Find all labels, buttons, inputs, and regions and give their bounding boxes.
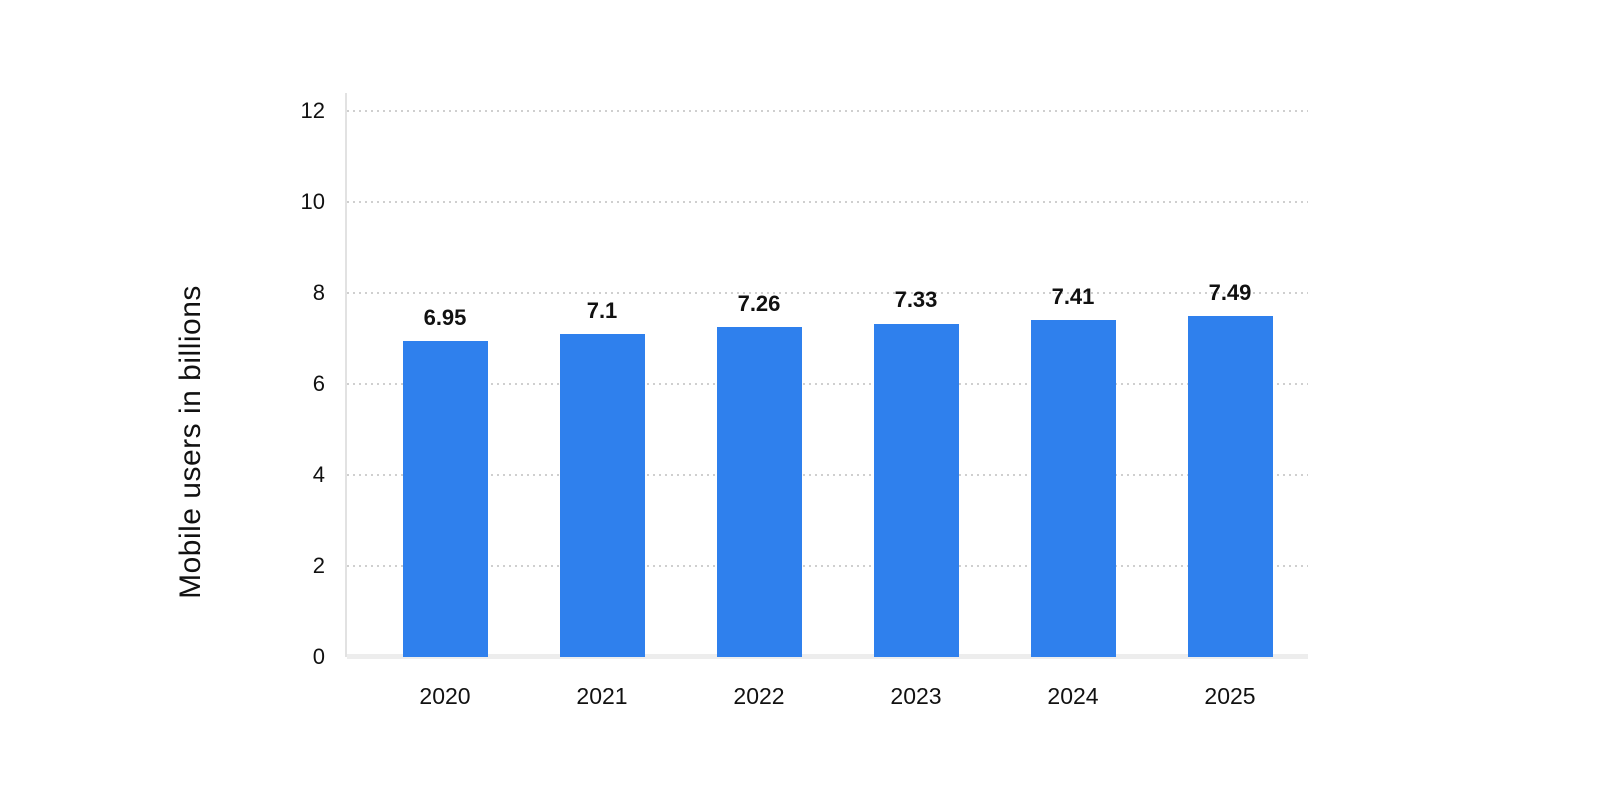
x-axis-line: [347, 654, 1308, 659]
bar-2024: [1030, 319, 1116, 657]
x-tick-label-2022: 2022: [733, 683, 785, 709]
gridline-y-10: [347, 201, 1308, 203]
gridline-y-6: [347, 383, 1308, 385]
x-tick-label-2021: 2021: [576, 683, 628, 709]
y-tick-label-8: 8: [312, 280, 325, 305]
bar-value-label-2021: 7.1: [586, 297, 618, 323]
y-axis-title: Mobile users in billions: [174, 285, 207, 599]
y-tick-label-0: 0: [312, 644, 325, 669]
plot-area: 0 2 4 6 8 10 12 6.95 2020 7.1 2021 7.26 2022 7.33 2023…: [301, 93, 1308, 708]
x-tick-label-2020: 2020: [419, 683, 471, 709]
y-tick-label-12: 12: [300, 98, 325, 123]
gridline-y-12: [347, 110, 1308, 112]
bar-value-label-2023: 7.33: [894, 287, 938, 313]
y-tick-label-6: 6: [312, 371, 325, 396]
y-tick-label-10: 10: [300, 189, 325, 214]
gridline-y-4: [347, 474, 1308, 476]
x-tick-label-2025: 2025: [1204, 683, 1256, 709]
y-tick-label-2: 2: [312, 553, 325, 578]
bar-value-label-2025: 7.49: [1208, 280, 1252, 306]
x-tick-label-2024: 2024: [1047, 683, 1099, 709]
bar-2023: [873, 323, 959, 657]
bar-2022: [716, 326, 802, 657]
bar-2020: [402, 340, 488, 657]
y-tick-label-4: 4: [312, 462, 325, 487]
y-axis-line: [345, 93, 347, 657]
gridline-y-8: [347, 292, 1308, 294]
bar-value-label-2024: 7.41: [1051, 283, 1095, 309]
x-tick-label-2023: 2023: [890, 683, 942, 709]
bar-2021: [559, 333, 645, 657]
gridline-y-2: [347, 565, 1308, 567]
bar-value-label-2020: 6.95: [423, 304, 467, 330]
bar-2025: [1187, 316, 1273, 657]
bar-value-label-2022: 7.26: [737, 290, 781, 316]
